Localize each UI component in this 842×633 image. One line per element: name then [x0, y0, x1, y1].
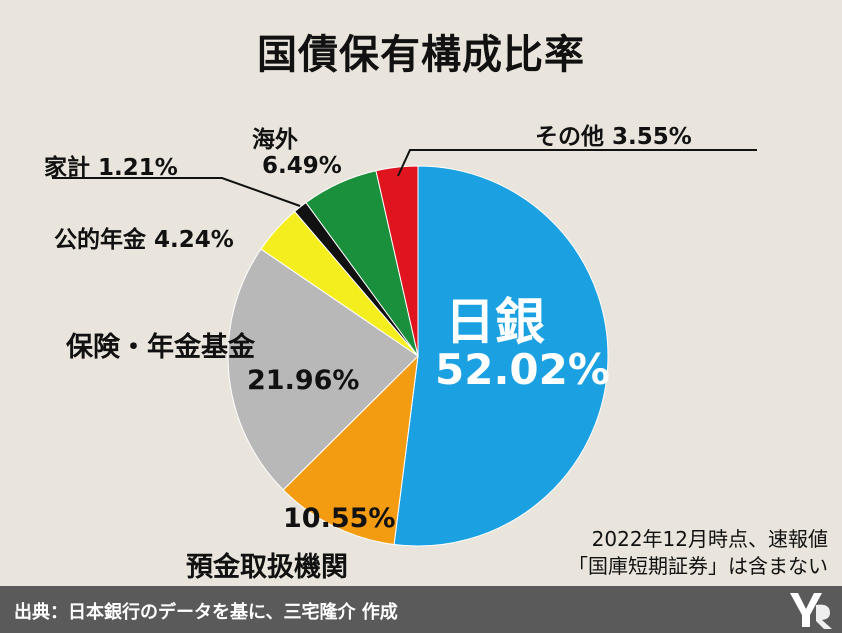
leader-line-household	[52, 177, 301, 207]
public-pension-label: 公的年金 4.24%	[54, 227, 234, 253]
pie-slice-2	[227, 248, 419, 491]
overseas-label: 海外	[252, 127, 298, 153]
depository-percent: 10.55%	[283, 503, 396, 534]
note-line-1: 2022年12月時点、速報値	[591, 527, 828, 551]
overseas-percent: 6.49%	[262, 153, 342, 179]
footer-bar: 出典：日本銀行のデータを基に、三宅隆介 作成	[0, 586, 842, 633]
pie-slice-6	[375, 165, 419, 357]
note: 2022年12月時点、速報値 「国庫短期証券」は含まない	[568, 526, 828, 580]
note-line-2: 「国庫短期証券」は含まない	[568, 554, 828, 578]
source-text: 出典：日本銀行のデータを基に、三宅隆介 作成	[14, 602, 398, 623]
boj-percent: 52.02%	[435, 345, 610, 394]
household-label: 家計 1.21%	[44, 155, 178, 181]
pie-slice-0	[393, 165, 609, 547]
depository-label: 預金取扱機関	[186, 552, 348, 583]
boj-label: 日銀	[445, 293, 545, 351]
logo-icon	[790, 593, 832, 629]
leader-line-other	[397, 149, 757, 177]
chart-title: 国債保有構成比率	[257, 32, 585, 78]
pie-slice-1	[282, 354, 419, 546]
insurance-percent: 21.96%	[247, 365, 360, 396]
insurance-label: 保険・年金基金	[66, 332, 255, 363]
other-label: その他 3.55%	[535, 124, 692, 150]
